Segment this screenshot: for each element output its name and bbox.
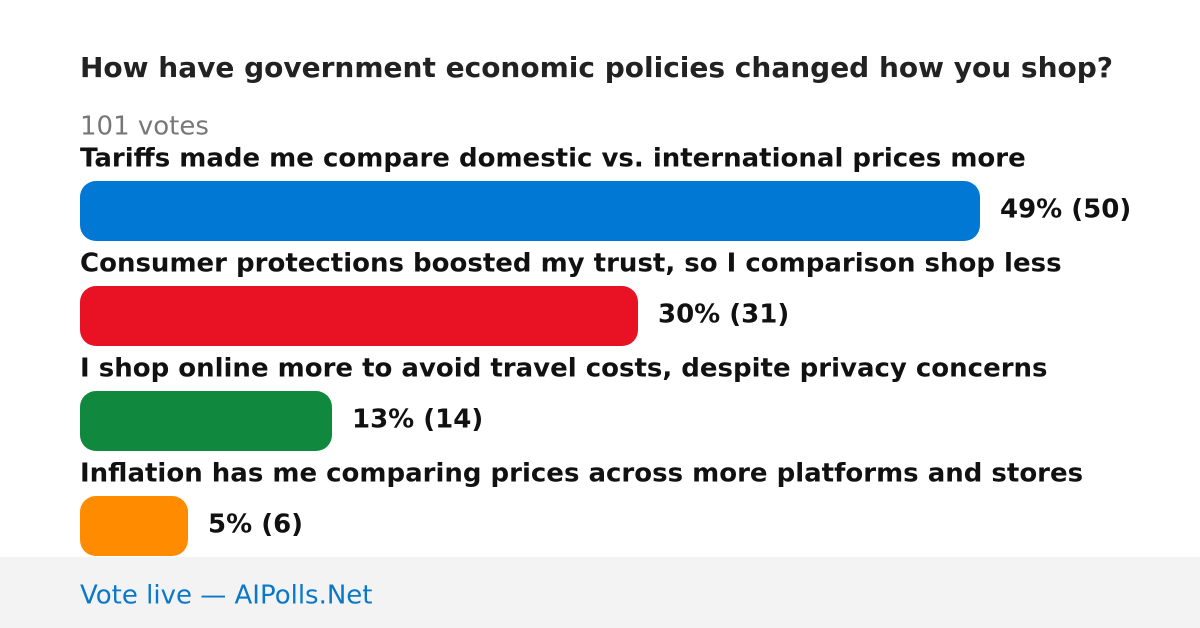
result-bar <box>80 391 332 451</box>
result-bar <box>80 496 188 556</box>
footer-link[interactable]: Vote live — AIPolls.Net <box>80 581 373 611</box>
result-label: 30% (31) <box>658 300 789 330</box>
poll-question: How have government economic policies ch… <box>80 51 1113 84</box>
option-label: Tariffs made me compare domestic vs. int… <box>80 144 1026 174</box>
option-label: Consumer protections boosted my trust, s… <box>80 249 1062 279</box>
result-bar <box>80 181 980 241</box>
result-label: 49% (50) <box>1000 195 1131 225</box>
vote-count: 101 votes <box>80 112 209 142</box>
result-bar <box>80 286 638 346</box>
option-label: I shop online more to avoid travel costs… <box>80 354 1048 384</box>
option-label: Inflation has me comparing prices across… <box>80 459 1083 489</box>
result-label: 13% (14) <box>352 405 483 435</box>
result-label: 5% (6) <box>208 510 303 540</box>
footer-bar <box>0 557 1200 628</box>
